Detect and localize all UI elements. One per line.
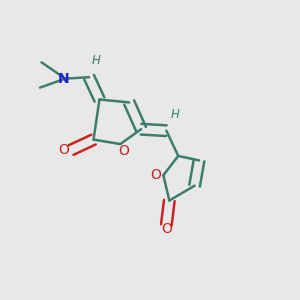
Text: H: H xyxy=(92,54,100,67)
Text: O: O xyxy=(118,145,129,158)
Text: H: H xyxy=(171,108,180,121)
Text: O: O xyxy=(161,222,172,236)
Text: O: O xyxy=(151,168,161,182)
Text: O: O xyxy=(58,143,69,157)
Text: N: N xyxy=(58,72,70,86)
